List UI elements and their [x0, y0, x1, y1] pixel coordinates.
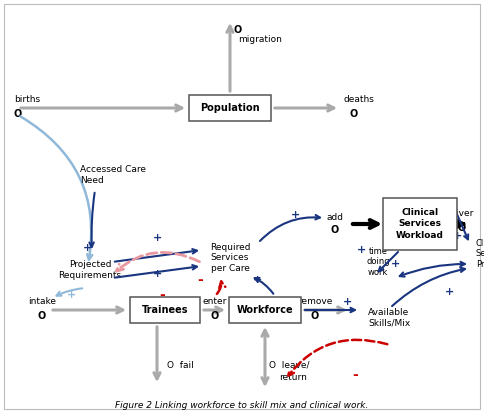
Text: migration: migration	[238, 36, 282, 45]
Text: O: O	[234, 25, 242, 35]
Text: +: +	[67, 290, 76, 300]
FancyArrowPatch shape	[400, 262, 465, 277]
Text: Population: Population	[200, 103, 260, 113]
Text: Available
Skills/Mix: Available Skills/Mix	[368, 308, 410, 328]
FancyArrowPatch shape	[117, 252, 199, 271]
Text: Figure 2 Linking workforce to skill mix and clinical work.: Figure 2 Linking workforce to skill mix …	[115, 401, 369, 410]
Text: O: O	[38, 311, 46, 321]
Text: +: +	[290, 210, 300, 220]
Text: O  leave/: O leave/	[269, 361, 309, 370]
Text: -: -	[352, 368, 358, 382]
FancyArrowPatch shape	[20, 116, 92, 259]
Text: deliver: deliver	[442, 209, 474, 218]
FancyArrowPatch shape	[378, 252, 398, 271]
Text: O: O	[211, 311, 219, 321]
Text: deaths: deaths	[343, 95, 374, 104]
Text: Workforce: Workforce	[237, 305, 293, 315]
FancyArrowPatch shape	[288, 340, 387, 375]
Text: return: return	[279, 373, 307, 382]
Text: O: O	[458, 223, 466, 233]
Text: O: O	[14, 109, 22, 119]
Text: +: +	[445, 287, 454, 297]
FancyArrowPatch shape	[21, 105, 182, 111]
Text: births: births	[14, 95, 40, 104]
Text: +: +	[454, 231, 463, 241]
FancyArrowPatch shape	[53, 307, 123, 313]
Text: Accessed Care
Need: Accessed Care Need	[80, 165, 146, 185]
FancyArrowPatch shape	[305, 308, 355, 312]
FancyArrowPatch shape	[154, 327, 160, 379]
FancyBboxPatch shape	[130, 297, 200, 323]
FancyBboxPatch shape	[189, 95, 271, 121]
FancyBboxPatch shape	[229, 297, 301, 323]
Text: O: O	[331, 225, 339, 235]
FancyArrowPatch shape	[455, 220, 463, 228]
FancyArrowPatch shape	[90, 193, 94, 247]
FancyArrowPatch shape	[227, 26, 233, 91]
Text: remove: remove	[298, 297, 332, 306]
Text: time
doing
work: time doing work	[366, 247, 390, 277]
FancyArrowPatch shape	[353, 220, 378, 228]
Text: enter: enter	[203, 297, 227, 306]
Text: Required
Services
per Care: Required Services per Care	[210, 243, 250, 273]
Text: Trainees: Trainees	[142, 305, 188, 315]
FancyArrowPatch shape	[392, 268, 465, 306]
Text: O: O	[350, 109, 358, 119]
FancyArrowPatch shape	[305, 307, 344, 313]
FancyArrowPatch shape	[217, 281, 225, 294]
Text: +: +	[83, 243, 92, 253]
Text: O  fail: O fail	[167, 361, 194, 370]
Text: O: O	[311, 311, 319, 321]
FancyArrowPatch shape	[260, 215, 320, 241]
Text: +: +	[391, 259, 400, 269]
Text: +: +	[343, 297, 353, 307]
Text: +: +	[357, 245, 366, 255]
Text: +: +	[254, 275, 263, 285]
Text: Clinical
Services
Workload: Clinical Services Workload	[396, 209, 444, 240]
FancyArrowPatch shape	[57, 288, 82, 296]
Text: -: -	[197, 273, 203, 287]
Text: +: +	[152, 233, 162, 243]
FancyArrowPatch shape	[204, 307, 222, 313]
Text: add: add	[327, 214, 344, 223]
Text: -: -	[159, 288, 165, 302]
Text: Projected
Requirements: Projected Requirements	[59, 260, 121, 280]
FancyArrowPatch shape	[255, 278, 273, 294]
Text: intake: intake	[28, 297, 56, 306]
Text: Clinical
Service
Provision: Clinical Service Provision	[476, 239, 484, 269]
FancyArrowPatch shape	[275, 105, 334, 111]
FancyBboxPatch shape	[383, 198, 457, 250]
FancyArrowPatch shape	[115, 265, 197, 278]
FancyArrowPatch shape	[115, 249, 197, 261]
FancyArrowPatch shape	[262, 330, 268, 384]
Text: +: +	[152, 269, 162, 279]
FancyArrowPatch shape	[457, 214, 468, 239]
